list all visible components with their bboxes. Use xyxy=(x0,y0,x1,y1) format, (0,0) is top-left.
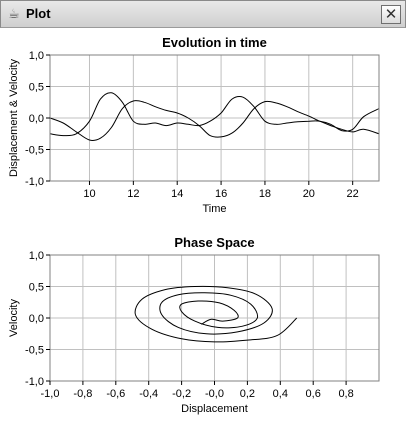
x-axis-label: Time xyxy=(202,203,226,215)
chart-title: Evolution in time xyxy=(162,35,267,50)
title-bar[interactable]: ☕ Plot ✕ xyxy=(0,0,406,28)
x-tick-label: 0,6 xyxy=(306,388,321,400)
x-tick-label: 22 xyxy=(347,188,359,200)
series-line-1 xyxy=(134,285,298,343)
x-tick-label: 0,4 xyxy=(273,388,288,400)
x-tick-label: 10 xyxy=(83,188,95,200)
y-tick-label: -0,5 xyxy=(25,345,44,357)
y-axis-label: Displacement & Velocity xyxy=(8,59,20,177)
x-tick-label: 14 xyxy=(171,188,183,200)
y-tick-label: -1,0 xyxy=(25,376,44,388)
close-icon: ✕ xyxy=(384,5,398,23)
coffee-cup-icon: ☕ xyxy=(8,7,20,22)
x-axis-label: Displacement xyxy=(181,403,248,415)
x-tick-label: -0,4 xyxy=(139,388,158,400)
x-tick-label: -1,0 xyxy=(41,388,60,400)
x-tick-label: -0,8 xyxy=(73,388,92,400)
x-tick-label: -0,6 xyxy=(106,388,125,400)
y-axis-label: Velocity xyxy=(8,299,20,337)
x-tick-label: 0,8 xyxy=(338,388,353,400)
charts-canvas: Evolution in time 10 12 14 16 18 20 22 -1,0 -0,5 0… xyxy=(8,35,380,415)
x-tick-label: 18 xyxy=(259,188,271,200)
series-line-1 xyxy=(50,100,379,141)
x-tick-label: -0,0 xyxy=(205,388,224,400)
y-tick-label: 0,5 xyxy=(29,82,44,94)
y-tick-label: 0,5 xyxy=(29,282,44,294)
plots-area: Evolution in time 10 12 14 16 18 20 22 -1,0 -0,5 0… xyxy=(0,28,408,434)
y-tick-label: 1,0 xyxy=(29,250,44,262)
close-button[interactable]: ✕ xyxy=(381,5,401,24)
x-tick-label: 0,2 xyxy=(240,388,255,400)
y-tick-label: 0,0 xyxy=(29,113,44,125)
x-tick-label: 20 xyxy=(303,188,315,200)
y-tick-label: 1,0 xyxy=(29,50,44,62)
chart-title: Phase Space xyxy=(174,235,254,250)
series-line-2 xyxy=(50,92,379,137)
y-tick-label: -0,5 xyxy=(25,145,44,157)
y-tick-label: -1,0 xyxy=(25,176,44,188)
window-title: Plot xyxy=(26,6,51,21)
y-tick-label: 0,0 xyxy=(29,313,44,325)
x-tick-label: 16 xyxy=(215,188,227,200)
x-tick-label: -0,2 xyxy=(172,388,191,400)
x-tick-label: 12 xyxy=(127,188,139,200)
